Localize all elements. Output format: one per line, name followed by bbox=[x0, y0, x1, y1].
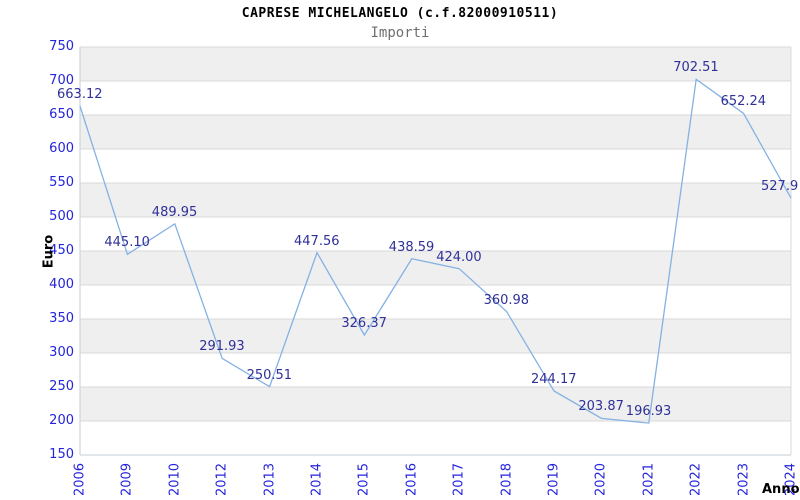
y-axis-title: Euro bbox=[41, 234, 57, 269]
y-tick-label: 600 bbox=[49, 141, 74, 156]
x-tick-label: 2012 bbox=[214, 462, 230, 497]
plot-band bbox=[80, 421, 791, 455]
chart-title: CAPRESE MICHELANGELO (c.f.82000910511) bbox=[241, 6, 559, 21]
x-tick-label: 2017 bbox=[451, 462, 467, 497]
data-point-label: 652.24 bbox=[720, 94, 767, 110]
x-tick-label: 2006 bbox=[72, 462, 88, 497]
plot-band bbox=[80, 47, 791, 81]
y-tick-label: 150 bbox=[49, 447, 74, 462]
x-axis-title: Anno bbox=[762, 482, 800, 497]
x-tick-label: 2022 bbox=[688, 462, 704, 497]
plot-band bbox=[80, 251, 791, 285]
x-tick-label: 2015 bbox=[356, 462, 372, 497]
x-tick-label: 2013 bbox=[262, 462, 278, 497]
chart-subtitle: Importi bbox=[370, 25, 430, 41]
y-tick-label: 300 bbox=[49, 345, 74, 360]
data-point-label: 702.51 bbox=[673, 60, 719, 76]
plot-band bbox=[80, 149, 791, 183]
data-point-label: 196.93 bbox=[625, 404, 672, 420]
plot-band bbox=[80, 353, 791, 387]
x-tick-label: 2014 bbox=[309, 462, 325, 497]
x-tick-label: 2023 bbox=[736, 462, 752, 497]
plot-band bbox=[80, 387, 791, 421]
x-tick-label: 2018 bbox=[499, 462, 515, 497]
data-point-label: 291.93 bbox=[199, 339, 245, 355]
y-tick-label: 350 bbox=[49, 311, 74, 326]
x-tick-label: 2009 bbox=[119, 462, 135, 497]
y-tick-label: 450 bbox=[49, 243, 74, 258]
data-line bbox=[79, 78, 792, 424]
x-tick-label: 2010 bbox=[167, 462, 183, 497]
data-point-label: 527.9 bbox=[761, 179, 799, 195]
y-tick-label: 250 bbox=[49, 379, 74, 394]
data-point-label: 203.87 bbox=[578, 399, 624, 415]
plot-band bbox=[80, 285, 791, 319]
data-point-label: 663.12 bbox=[57, 87, 103, 103]
y-tick-label: 500 bbox=[49, 209, 74, 224]
y-tick-label: 700 bbox=[49, 73, 74, 88]
y-tick-label: 400 bbox=[49, 277, 74, 292]
data-point-label: 489.95 bbox=[151, 204, 198, 220]
data-point-label: 250.51 bbox=[246, 367, 293, 383]
plot-band bbox=[80, 217, 791, 251]
data-point-label: 424.00 bbox=[436, 249, 482, 265]
data-point-label: 447.56 bbox=[294, 233, 340, 249]
y-tick-label: 750 bbox=[49, 39, 74, 54]
y-tick-label: 550 bbox=[49, 175, 74, 190]
x-tick-label: 2020 bbox=[593, 462, 609, 497]
plot-band bbox=[80, 319, 791, 353]
data-point-label: 360.98 bbox=[483, 292, 530, 308]
y-tick-label: 200 bbox=[49, 413, 74, 428]
x-tick-label: 2021 bbox=[641, 462, 657, 497]
y-tick-label: 650 bbox=[49, 107, 74, 122]
data-point-label: 326.37 bbox=[341, 316, 387, 332]
plot-band bbox=[80, 115, 791, 149]
x-tick-label: 2016 bbox=[404, 462, 420, 497]
data-point-label: 438.59 bbox=[388, 239, 435, 255]
plot-band bbox=[80, 81, 791, 115]
plot-band bbox=[80, 183, 791, 217]
x-tick-label: 2019 bbox=[546, 462, 562, 497]
data-point-label: 244.17 bbox=[531, 371, 577, 387]
data-point-label: 445.10 bbox=[104, 235, 150, 251]
